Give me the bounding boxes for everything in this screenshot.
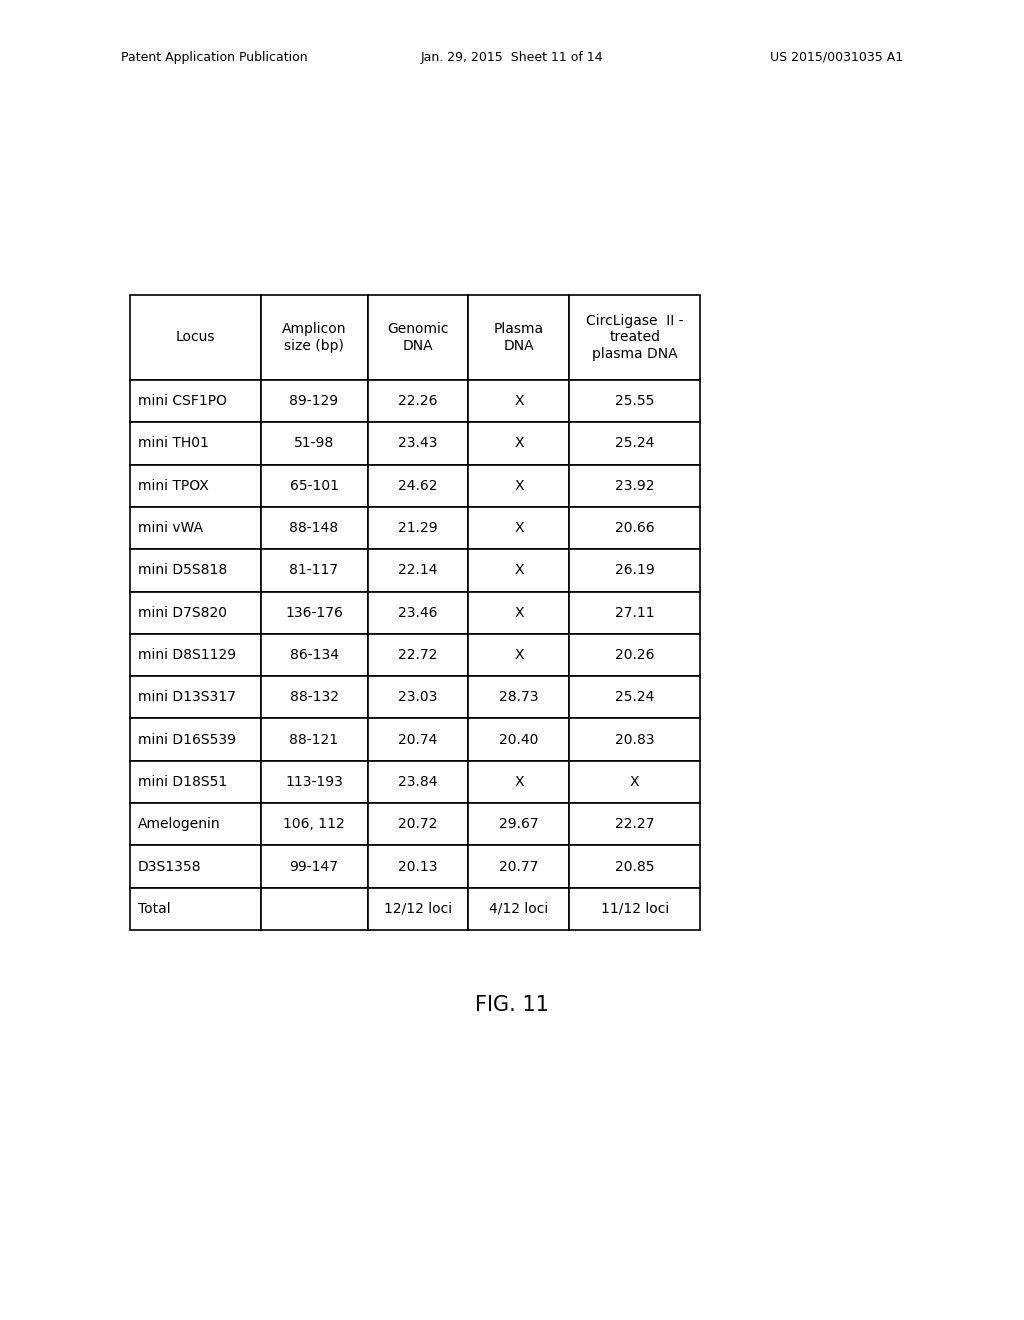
Text: 106, 112: 106, 112 (284, 817, 345, 832)
Text: 51-98: 51-98 (294, 437, 334, 450)
Text: 20.83: 20.83 (615, 733, 654, 747)
Text: X: X (514, 775, 523, 789)
Text: Jan. 29, 2015  Sheet 11 of 14: Jan. 29, 2015 Sheet 11 of 14 (421, 50, 603, 63)
Text: Patent Application Publication: Patent Application Publication (121, 50, 307, 63)
Text: mini CSF1PO: mini CSF1PO (138, 395, 227, 408)
Text: 20.26: 20.26 (615, 648, 654, 663)
Text: 20.13: 20.13 (398, 859, 437, 874)
Text: 20.66: 20.66 (614, 521, 654, 535)
Text: 23.92: 23.92 (615, 479, 654, 492)
Text: 24.62: 24.62 (398, 479, 437, 492)
Text: 88-132: 88-132 (290, 690, 339, 705)
Text: mini D5S818: mini D5S818 (138, 564, 227, 577)
Text: X: X (514, 521, 523, 535)
Text: X: X (514, 479, 523, 492)
Text: Total: Total (138, 902, 171, 916)
Text: 65-101: 65-101 (290, 479, 339, 492)
Text: 12/12 loci: 12/12 loci (384, 902, 452, 916)
Text: mini TPOX: mini TPOX (138, 479, 209, 492)
Text: mini D13S317: mini D13S317 (138, 690, 236, 705)
Text: Plasma
DNA: Plasma DNA (494, 322, 544, 352)
Text: 89-129: 89-129 (290, 395, 339, 408)
Text: X: X (514, 648, 523, 663)
Text: X: X (514, 564, 523, 577)
Text: Locus: Locus (175, 330, 215, 345)
Text: 26.19: 26.19 (614, 564, 654, 577)
Text: 22.27: 22.27 (615, 817, 654, 832)
Text: mini TH01: mini TH01 (138, 437, 209, 450)
Text: 23.84: 23.84 (398, 775, 437, 789)
Text: 25.55: 25.55 (615, 395, 654, 408)
Text: X: X (514, 395, 523, 408)
Text: mini D8S1129: mini D8S1129 (138, 648, 237, 663)
Text: 23.43: 23.43 (398, 437, 437, 450)
Text: 88-121: 88-121 (290, 733, 339, 747)
Text: mini D7S820: mini D7S820 (138, 606, 227, 619)
Text: 11/12 loci: 11/12 loci (600, 902, 669, 916)
Text: 20.85: 20.85 (615, 859, 654, 874)
Text: 22.72: 22.72 (398, 648, 437, 663)
Text: 20.74: 20.74 (398, 733, 437, 747)
Text: X: X (630, 775, 639, 789)
Text: D3S1358: D3S1358 (138, 859, 202, 874)
Text: mini D18S51: mini D18S51 (138, 775, 227, 789)
Text: 23.46: 23.46 (398, 606, 437, 619)
Text: 29.67: 29.67 (499, 817, 539, 832)
Text: US 2015/0031035 A1: US 2015/0031035 A1 (770, 50, 903, 63)
Text: Genomic
DNA: Genomic DNA (387, 322, 449, 352)
Text: 113-193: 113-193 (285, 775, 343, 789)
Text: 20.77: 20.77 (500, 859, 539, 874)
Text: mini D16S539: mini D16S539 (138, 733, 236, 747)
Text: CircLigase  II -
treated
plasma DNA: CircLigase II - treated plasma DNA (586, 314, 683, 360)
Text: 81-117: 81-117 (290, 564, 339, 577)
Text: 21.29: 21.29 (398, 521, 438, 535)
Text: 22.14: 22.14 (398, 564, 437, 577)
Text: 25.24: 25.24 (615, 690, 654, 705)
Text: 88-148: 88-148 (290, 521, 339, 535)
Text: 20.40: 20.40 (500, 733, 539, 747)
Text: 4/12 loci: 4/12 loci (489, 902, 549, 916)
Text: 86-134: 86-134 (290, 648, 339, 663)
Text: 28.73: 28.73 (499, 690, 539, 705)
Text: mini vWA: mini vWA (138, 521, 203, 535)
Text: 22.26: 22.26 (398, 395, 437, 408)
Text: 23.03: 23.03 (398, 690, 437, 705)
Text: 27.11: 27.11 (614, 606, 654, 619)
Text: 20.72: 20.72 (398, 817, 437, 832)
Text: FIG. 11: FIG. 11 (475, 995, 549, 1015)
Text: 25.24: 25.24 (615, 437, 654, 450)
Text: Amelogenin: Amelogenin (138, 817, 220, 832)
Text: 99-147: 99-147 (290, 859, 339, 874)
Text: 136-176: 136-176 (285, 606, 343, 619)
Text: X: X (514, 437, 523, 450)
Text: Amplicon
size (bp): Amplicon size (bp) (282, 322, 346, 352)
Text: X: X (514, 606, 523, 619)
